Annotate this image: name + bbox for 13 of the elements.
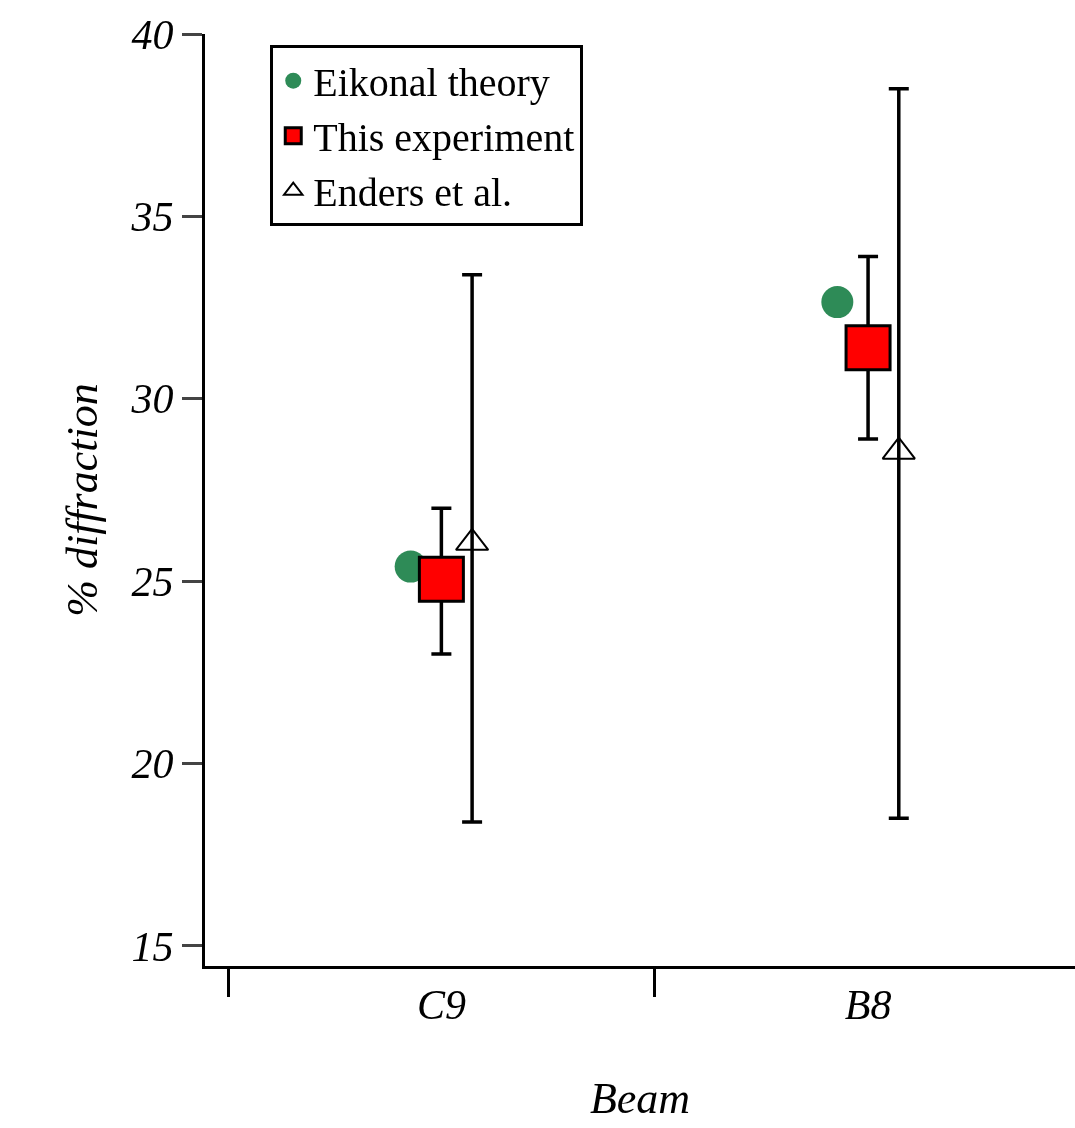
y-tick-label: 15	[131, 923, 174, 970]
y-tick-label: 20	[131, 741, 174, 788]
y-tick-label: 25	[131, 558, 174, 605]
x-tick-label: B8	[844, 982, 892, 1029]
legend-label: Enders et al.	[313, 170, 513, 216]
x-axis-title: Beam	[589, 1073, 691, 1123]
y-tick-label: 30	[130, 376, 174, 423]
y-tick-label: 35	[130, 194, 174, 241]
x-tick-label: C9	[416, 982, 466, 1029]
legend-label: This experiment	[313, 115, 575, 161]
y-tick-label: 40	[131, 11, 174, 58]
y-axis-title: % diffraction	[57, 383, 107, 617]
legend-label: Eikonal theory	[313, 60, 550, 106]
